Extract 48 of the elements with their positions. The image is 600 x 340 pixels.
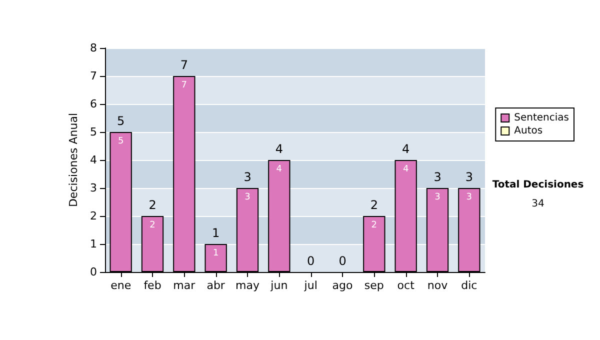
- data-label: 1: [212, 248, 219, 258]
- y-tick-label: 3: [90, 182, 97, 194]
- y-tick-label: 0: [90, 266, 97, 278]
- text: Total Decisiones: [492, 180, 584, 190]
- x-tick-label: feb: [144, 279, 162, 292]
- x-tick-label: ene: [110, 279, 132, 292]
- y-tick-label: 4: [90, 154, 97, 166]
- text: 34: [532, 198, 544, 210]
- total-label: 2: [148, 198, 156, 212]
- total-label: 2: [370, 198, 378, 212]
- total-label: 0: [307, 254, 315, 268]
- y-tick-label: 8: [90, 42, 97, 54]
- legend-label: Sentencias: [514, 112, 570, 124]
- data-label: 3: [434, 192, 440, 202]
- y-tick-label: 1: [90, 238, 97, 250]
- total-label: 5: [117, 114, 125, 128]
- total-label: 3: [434, 170, 442, 184]
- x-tick-label: ago: [332, 279, 353, 292]
- legend-label: Autos: [514, 126, 543, 136]
- total-label: 7: [180, 58, 188, 72]
- x-tick-label: abr: [206, 279, 226, 292]
- y-tick-label: 6: [90, 98, 97, 110]
- data-label: 7: [181, 80, 188, 90]
- total-label: 4: [402, 142, 410, 156]
- data-label: 2: [371, 220, 378, 230]
- total-label: 3: [244, 170, 252, 184]
- total-label: 3: [465, 170, 473, 184]
- data-label: 5: [118, 136, 124, 146]
- y-tick-label: 7: [90, 70, 97, 82]
- data-label: 4: [402, 164, 409, 174]
- data-label: 4: [276, 164, 282, 174]
- data-label: 2: [150, 220, 156, 230]
- x-tick-label: nov: [427, 279, 448, 292]
- total-label: 4: [275, 142, 283, 156]
- x-tick-label: jul: [303, 279, 318, 292]
- x-tick-label: sep: [364, 279, 384, 292]
- y-tick-label: 2: [90, 210, 97, 222]
- total-label: 1: [212, 226, 220, 240]
- total-label: 0: [338, 254, 346, 268]
- x-tick-label: oct: [397, 279, 416, 292]
- y-axis-title: Decisiones Anual: [67, 112, 80, 208]
- x-tick-label: may: [236, 279, 260, 292]
- data-label: 3: [466, 192, 472, 202]
- y-tick-label: 5: [90, 126, 97, 138]
- x-tick-label: dic: [461, 279, 478, 292]
- data-label: 3: [244, 192, 250, 202]
- x-tick-label: mar: [173, 279, 196, 292]
- x-tick-label: jun: [270, 279, 288, 292]
